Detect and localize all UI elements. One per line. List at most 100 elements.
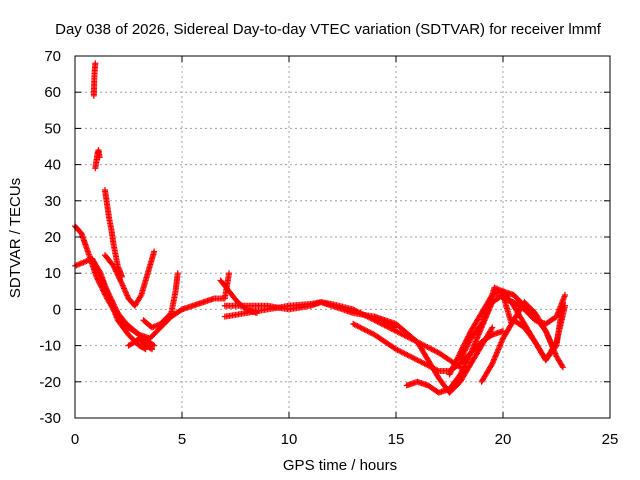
series-track-7 — [92, 147, 103, 172]
data-point — [463, 357, 470, 364]
y-tick-label: -30 — [39, 410, 61, 427]
data-point — [112, 305, 119, 312]
data-point — [457, 370, 464, 377]
data-point — [458, 368, 465, 375]
data-point — [97, 273, 104, 280]
data-point — [460, 350, 467, 357]
series-track-19 — [478, 299, 566, 385]
data-point — [457, 357, 464, 364]
y-tick-label: 60 — [44, 84, 61, 101]
data-point — [450, 363, 457, 370]
data-point — [149, 346, 156, 353]
data-point — [93, 264, 100, 271]
data-point — [89, 255, 96, 262]
data-point — [110, 301, 117, 308]
data-point — [447, 370, 454, 377]
data-point — [552, 340, 559, 347]
data-point — [562, 291, 569, 298]
data-point — [448, 367, 455, 374]
data-point — [464, 342, 471, 349]
data-point — [96, 271, 103, 278]
data-point — [100, 280, 107, 287]
x-tick-label: 25 — [602, 431, 619, 448]
data-point — [98, 276, 105, 283]
data-point — [457, 371, 464, 378]
data-point — [463, 343, 470, 350]
series-track-9 — [125, 335, 156, 353]
data-point — [90, 258, 97, 265]
data-point — [462, 360, 469, 367]
data-point — [459, 366, 466, 373]
data-point — [465, 355, 472, 362]
data-point — [465, 339, 472, 346]
data-point — [89, 257, 96, 264]
data-point — [460, 364, 467, 371]
data-point — [93, 265, 100, 272]
data-point — [147, 345, 154, 352]
data-point — [451, 360, 458, 367]
data-point — [111, 303, 118, 310]
data-point — [559, 362, 566, 369]
data-point — [92, 60, 99, 67]
data-point — [459, 351, 466, 358]
data-point — [465, 353, 472, 360]
x-axis-title: GPS time / hours — [283, 457, 397, 474]
data-point — [100, 279, 107, 286]
data-point — [462, 346, 469, 353]
data-point — [118, 279, 125, 286]
series-track-6 — [90, 60, 99, 99]
data-point — [451, 362, 458, 369]
data-point — [464, 356, 471, 363]
data-point — [102, 283, 109, 290]
y-tick-label: -20 — [39, 374, 61, 391]
y-tick-label: 70 — [44, 48, 61, 65]
y-tick-label: 40 — [44, 157, 61, 174]
x-tick-label: 0 — [71, 431, 79, 448]
x-tick-label: 20 — [495, 431, 512, 448]
data-point — [461, 363, 468, 370]
data-point — [488, 361, 495, 368]
data-point — [91, 261, 98, 268]
data-point — [446, 371, 453, 378]
axis-ticks: 0 5 10 15 20 25 -30 -20 -10 0 10 20 30 40 50 60 70 — [39, 48, 618, 448]
data-point — [117, 276, 124, 283]
data-point — [97, 272, 104, 279]
y-tick-label: 30 — [44, 193, 61, 210]
data-point — [226, 270, 233, 277]
data-point — [106, 291, 113, 298]
data-point — [151, 342, 158, 349]
series-track-5 — [101, 186, 126, 280]
data-point — [151, 248, 158, 255]
y-tick-label: 10 — [44, 265, 61, 282]
series-track-13 — [221, 299, 464, 371]
y-tick-label: 20 — [44, 229, 61, 246]
data-point — [453, 357, 460, 364]
y-tick-label: 0 — [53, 301, 61, 318]
data-point — [108, 296, 115, 303]
data-point — [108, 297, 115, 304]
series-track-20 — [500, 291, 569, 327]
series-track-8 — [140, 270, 181, 331]
x-tick-label: 10 — [281, 431, 298, 448]
y-tick-label: -10 — [39, 338, 61, 355]
data-point — [109, 298, 116, 305]
data-point — [466, 338, 473, 345]
data-point — [106, 293, 113, 300]
data-point — [107, 294, 114, 301]
data-point — [137, 293, 144, 300]
series-track-10 — [179, 270, 233, 313]
data-point — [91, 259, 98, 266]
data-point — [113, 307, 120, 314]
data-point — [463, 344, 470, 351]
data-point — [104, 289, 111, 296]
data-point — [103, 286, 110, 293]
y-tick-label: 50 — [44, 120, 61, 137]
data-point — [488, 325, 495, 332]
chart-title: Day 038 of 2026, Sidereal Day-to-day VTE… — [55, 21, 602, 38]
y-axis-title: SDTVAR / TECUs — [7, 178, 24, 298]
data-point — [92, 262, 99, 269]
data-point — [98, 275, 105, 282]
data-point — [95, 268, 102, 275]
data-point — [449, 366, 456, 373]
